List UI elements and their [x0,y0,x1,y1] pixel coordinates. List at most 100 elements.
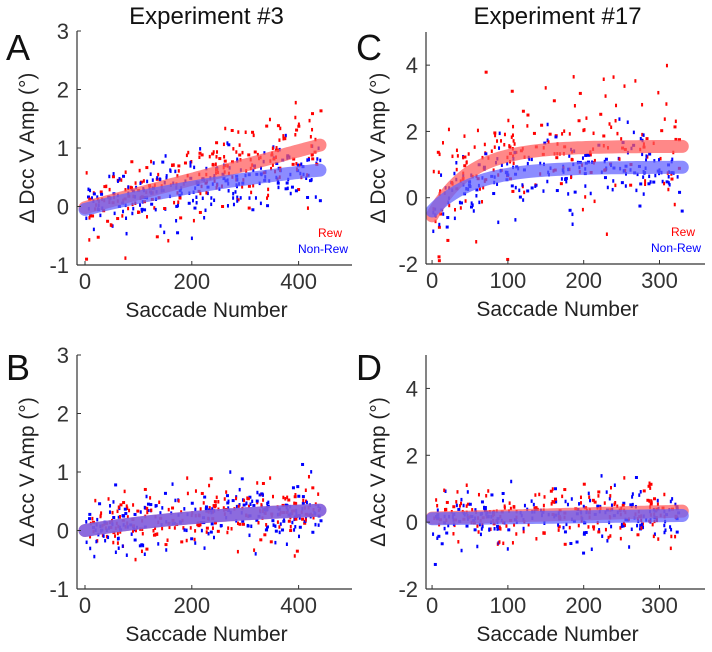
legend: Rew Non-Rew [651,225,701,255]
data-point-non-rew [526,161,529,166]
data-point-rew [259,538,263,542]
data-point-non-rew [139,181,142,186]
data-point-rew [106,219,110,223]
data-point-non-rew [235,504,238,509]
data-point-rew [665,102,668,106]
data-point-rew [304,518,307,522]
data-point-rew [640,526,643,530]
data-point-non-rew [665,180,669,184]
data-point-rew [309,135,312,139]
data-point-rew [538,492,541,497]
data-point-rew [609,494,612,498]
data-point-rew [550,502,553,506]
data-point-non-rew [294,189,298,193]
data-point-rew [142,179,145,183]
data-point-rew [275,146,278,150]
data-point-non-rew [582,532,586,536]
data-point-non-rew [175,204,179,208]
data-point-rew [477,530,480,534]
data-point-rew [503,142,506,147]
data-point-non-rew [236,157,239,162]
data-point-non-rew [161,160,165,164]
data-point-rew [256,481,259,485]
data-point-rew [139,180,143,184]
data-point-non-rew [159,224,162,228]
data-point-rew [614,183,617,188]
data-point-non-rew [124,511,128,515]
data-point-rew [587,525,590,529]
data-point-non-rew [649,180,652,184]
data-point-rew [306,206,309,210]
data-point-rew [211,152,215,156]
data-point-rew [127,206,130,211]
data-point-rew [302,498,305,503]
data-point-non-rew [555,499,558,504]
data-point-rew [500,139,503,143]
data-point-rew [597,490,601,494]
data-point-non-rew [596,504,600,508]
y-tick-label: 1 [57,136,69,161]
data-point-non-rew [227,499,230,504]
data-point-non-rew [642,175,645,179]
data-point-non-rew [236,195,239,200]
data-point-non-rew [605,490,608,494]
data-point-rew [649,502,653,506]
data-point-non-rew [96,517,99,522]
data-point-rew [499,527,502,531]
data-point-rew [116,217,120,221]
data-point-rew [276,520,279,524]
data-point-rew [222,142,225,147]
data-point-rew [111,175,115,179]
data-point-non-rew [183,528,186,532]
data-point-non-rew [667,181,670,185]
data-point-non-rew [246,524,250,528]
data-point-rew [512,124,515,129]
data-point-non-rew [296,485,300,489]
data-point-non-rew [127,185,130,189]
data-point-rew [511,541,514,545]
data-point-non-rew [624,184,627,188]
data-point-rew [214,162,217,166]
data-point-rew [471,508,474,512]
data-point-non-rew [149,503,153,507]
data-point-rew [577,523,580,528]
data-point-rew [650,499,653,503]
data-point-rew [490,149,493,153]
data-point-non-rew [506,161,509,166]
data-point-rew [145,166,149,170]
data-point-non-rew [546,138,549,143]
data-point-non-rew [641,152,644,157]
data-point-non-rew [210,202,213,207]
data-point-rew [120,178,123,182]
data-point-non-rew [560,177,563,181]
data-point-non-rew [290,185,294,189]
data-point-non-rew [635,188,638,193]
data-point-rew [573,103,576,108]
data-point-non-rew [212,535,215,540]
data-point-non-rew [570,497,573,501]
y-tick-label: -1 [49,577,69,602]
data-point-rew [213,521,217,525]
data-point-rew [475,240,478,244]
data-point-rew [110,223,113,228]
data-point-non-rew [125,553,128,557]
data-point-non-rew [498,146,501,150]
data-point-rew [636,533,640,537]
data-point-non-rew [116,536,119,541]
data-point-rew [459,206,462,210]
data-point-rew [295,502,298,506]
data-point-rew [119,515,122,519]
legend-entry-rew: Rew [318,226,342,240]
data-point-rew [663,181,666,186]
data-point-rew [173,526,176,530]
data-point-non-rew [557,523,560,527]
data-point-non-rew [472,209,475,213]
data-point-non-rew [433,562,437,566]
data-point-rew [294,115,297,120]
data-point-non-rew [585,153,589,157]
data-point-rew [603,501,606,505]
data-point-non-rew [255,518,259,522]
data-point-non-rew [663,523,666,528]
data-point-non-rew [301,495,305,499]
data-point-non-rew [285,542,288,546]
